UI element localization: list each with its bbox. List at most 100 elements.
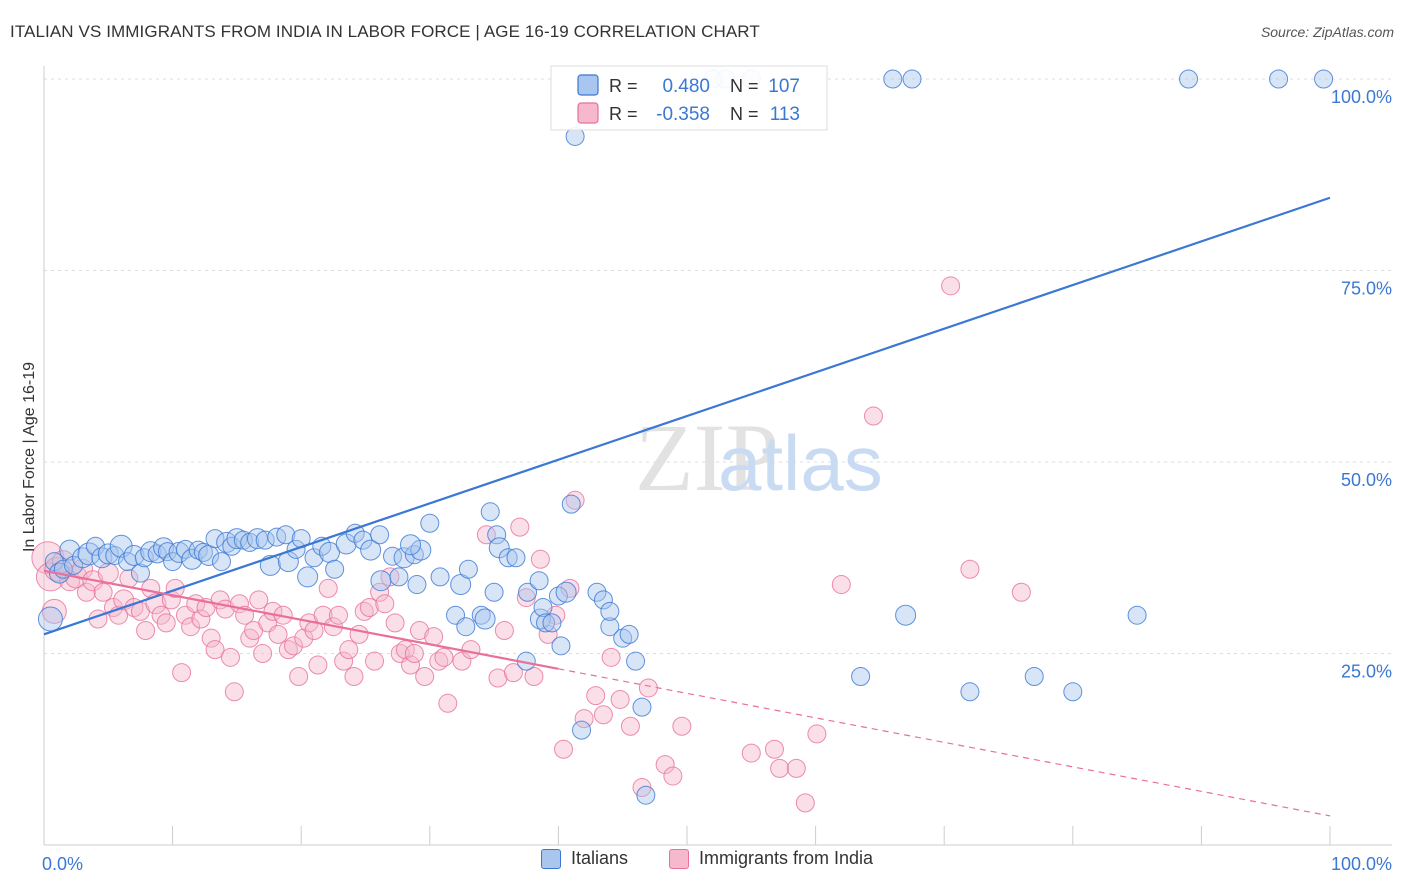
- watermark-atlas: atlas: [718, 419, 883, 507]
- legend-n-value: 113: [770, 104, 800, 125]
- italians-point: [140, 541, 162, 563]
- india-point: [960, 559, 980, 579]
- series-india-points: [31, 276, 1031, 813]
- italians-point: [551, 636, 571, 656]
- india-point: [318, 578, 338, 598]
- watermark: ZIP atlas: [635, 404, 883, 511]
- tick-labels: 25.0% 50.0% 75.0% 100.0% 0.0% 100.0%: [42, 87, 1392, 874]
- italians-point: [109, 534, 133, 558]
- india-point: [510, 517, 530, 537]
- italians-point: [1269, 69, 1289, 89]
- trend-lines: [43, 196, 1331, 817]
- italians-point: [587, 582, 607, 602]
- india-point: [93, 582, 113, 602]
- legend-n-value: 107: [768, 76, 800, 97]
- italians-point: [632, 697, 652, 717]
- legend-item-india[interactable]: Immigrants from India: [669, 848, 873, 869]
- india-point: [410, 621, 430, 641]
- x-tick-label-max: 100.0%: [1331, 854, 1392, 874]
- italians-point: [484, 582, 504, 602]
- india-point: [786, 758, 806, 778]
- italians-point: [960, 682, 980, 702]
- india-point: [349, 624, 369, 644]
- italians-point: [383, 546, 403, 566]
- india-point: [807, 724, 827, 744]
- italians-point: [1063, 682, 1083, 702]
- italians-point: [211, 552, 231, 572]
- india-point: [359, 598, 379, 618]
- italians-point: [883, 69, 903, 89]
- india-point: [524, 666, 544, 686]
- india-point: [289, 666, 309, 686]
- india-point: [404, 644, 424, 663]
- italians-point: [255, 530, 275, 550]
- india-point: [401, 655, 421, 675]
- india-point: [375, 594, 395, 614]
- italians-trend-line: [43, 196, 1331, 636]
- legend-r-value: 0.480: [662, 76, 710, 97]
- india-point: [156, 613, 176, 633]
- italians-swatch: [541, 848, 561, 869]
- india-point: [220, 647, 240, 667]
- india-point: [461, 640, 481, 660]
- india-point: [503, 663, 523, 683]
- italians-point: [533, 598, 553, 618]
- india-point: [770, 758, 790, 778]
- india-point: [191, 609, 211, 629]
- italians-point: [1314, 69, 1334, 89]
- italians-point: [474, 608, 496, 630]
- italians-point: [480, 502, 500, 522]
- india-point: [249, 590, 269, 610]
- legend-item-italians[interactable]: Italians: [541, 848, 628, 869]
- italians-point: [902, 69, 922, 89]
- y-tick-label: 100.0%: [1331, 87, 1392, 107]
- india-point: [438, 693, 458, 713]
- india-point: [429, 651, 449, 671]
- italians-point: [430, 567, 450, 587]
- italians-point: [506, 548, 526, 568]
- india-point: [574, 709, 594, 729]
- india-point: [831, 575, 851, 595]
- india-point: [278, 640, 298, 660]
- italians-point: [851, 666, 871, 686]
- italians-point: [458, 559, 478, 579]
- india-point: [593, 705, 613, 725]
- india-point: [610, 689, 630, 709]
- y-tick-label: 50.0%: [1341, 470, 1392, 490]
- india-point: [268, 624, 288, 644]
- italians-point: [518, 582, 538, 602]
- india-point: [172, 663, 192, 683]
- italians-point: [64, 555, 84, 575]
- italians-point: [619, 624, 639, 644]
- italians-point: [325, 559, 345, 579]
- india-swatch: [669, 848, 689, 869]
- italians-point: [536, 613, 556, 633]
- legend-top: R = 0.480 N = 107 R = -0.358 N = 113: [550, 65, 828, 131]
- india-point: [385, 613, 405, 633]
- legend-r-label: R =: [609, 76, 638, 96]
- india-point: [434, 647, 454, 667]
- italians-point: [240, 532, 260, 552]
- india-point: [863, 406, 883, 426]
- legend-label-india: Immigrants from India: [699, 848, 874, 868]
- india-point: [554, 739, 574, 759]
- y-tick-label: 25.0%: [1341, 662, 1392, 682]
- y-axis-title: In Labor Force | Age 16-19: [21, 362, 38, 552]
- india-point: [224, 682, 244, 702]
- watermark-zip: ZIP: [635, 404, 779, 511]
- source-credit: Source: ZipAtlas.com: [1260, 24, 1394, 40]
- india-point: [370, 582, 390, 602]
- india-point: [601, 647, 621, 667]
- india-point: [415, 666, 435, 686]
- italians-point: [97, 543, 119, 565]
- italians-point: [181, 548, 203, 570]
- india-point: [764, 739, 784, 759]
- india-point: [136, 621, 156, 641]
- legend-n-label: N =: [730, 104, 759, 124]
- india-point: [334, 651, 354, 671]
- india-trend-line: [43, 569, 559, 670]
- italians-point: [636, 785, 656, 805]
- italians-point: [561, 494, 581, 514]
- italians-point: [297, 566, 319, 588]
